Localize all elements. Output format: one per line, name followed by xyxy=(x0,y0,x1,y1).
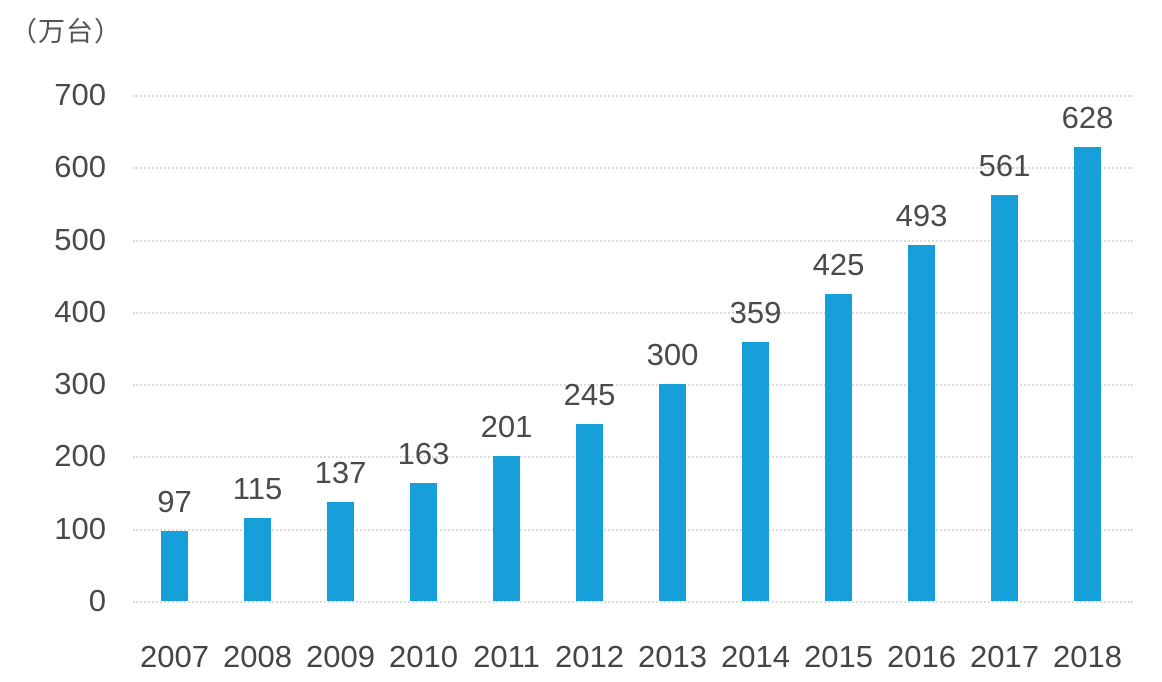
x-tick-label: 2018 xyxy=(1053,639,1122,674)
bar-value-label: 201 xyxy=(480,408,533,444)
y-tick-label: 500 xyxy=(54,221,106,257)
y-tick-label: 700 xyxy=(54,77,106,112)
x-tick-label: 2012 xyxy=(555,639,624,674)
bar-value-label: 97 xyxy=(157,483,192,519)
bar-2018 xyxy=(1074,147,1101,601)
x-tick-label: 2009 xyxy=(306,639,375,674)
bar-column-2013: 300 xyxy=(631,95,714,601)
bar-2015 xyxy=(825,293,852,601)
y-tick-label: 200 xyxy=(54,438,106,474)
bar-column-2010: 163 xyxy=(382,95,465,601)
bar-value-label: 245 xyxy=(563,376,616,412)
bar-2017 xyxy=(991,195,1018,601)
bar-2010 xyxy=(410,483,437,601)
x-tick-label: 2014 xyxy=(721,639,790,674)
x-tick-label: 2013 xyxy=(638,639,707,674)
bar-column-2016: 493 xyxy=(880,95,963,601)
y-tick-label: 300 xyxy=(54,366,106,402)
y-tick-label: 400 xyxy=(54,293,106,329)
bar-2013 xyxy=(659,384,686,601)
gridline xyxy=(133,601,1133,603)
y-tick-label: 100 xyxy=(54,510,106,546)
gridline xyxy=(133,311,1133,314)
bar-column-2007: 97 xyxy=(133,95,216,601)
bar-2007 xyxy=(161,530,188,601)
gridline xyxy=(133,456,1133,459)
x-tick-label: 2008 xyxy=(223,639,292,674)
bar-column-2014: 359 xyxy=(714,95,797,601)
gridline xyxy=(133,95,1133,97)
x-tick-label: 2010 xyxy=(389,639,458,674)
bar-column-2009: 137 xyxy=(299,95,382,601)
bar-2014 xyxy=(742,341,769,601)
bar-columns: 97 115 137 163 201 245 300 359 425 493 561 628 xyxy=(133,95,1129,601)
y-axis-unit-label: （万台） xyxy=(10,17,122,47)
x-axis: 2007 2008 2009 2010 2011 2012 2013 2014 2015 2016… xyxy=(133,640,1129,674)
y-tick-label: 600 xyxy=(54,149,106,185)
x-tick-label: 2015 xyxy=(804,639,873,674)
bar-column-2008: 115 xyxy=(216,95,299,601)
bar-value-label: 425 xyxy=(812,246,865,282)
x-tick-label: 2007 xyxy=(140,639,209,674)
x-tick-label: 2016 xyxy=(887,639,956,674)
plot-area: 97 115 137 163 201 245 300 359 425 493 561 628 xyxy=(133,95,1133,603)
bar-2011 xyxy=(493,455,520,601)
x-tick-label: 2011 xyxy=(473,639,540,674)
gridline xyxy=(133,384,1133,387)
bar-value-label: 300 xyxy=(646,337,699,373)
bar-value-label: 561 xyxy=(978,148,1031,184)
bar-2009 xyxy=(327,501,354,601)
y-tick-label: 0 xyxy=(88,583,106,618)
gridline xyxy=(133,528,1133,531)
bar-value-label: 137 xyxy=(314,454,367,490)
bar-2008 xyxy=(244,517,271,601)
x-tick-label: 2017 xyxy=(970,639,1039,674)
bar-value-label: 359 xyxy=(729,294,782,330)
bar-column-2015: 425 xyxy=(797,95,880,601)
bar-value-label: 493 xyxy=(895,197,948,233)
gridline xyxy=(133,239,1133,242)
bar-value-label: 115 xyxy=(232,470,283,506)
bar-2016 xyxy=(908,244,935,601)
bar-2012 xyxy=(576,423,603,601)
bar-column-2012: 245 xyxy=(548,95,631,601)
gridline xyxy=(133,167,1133,170)
y-axis: 0 100 200 300 400 500 600 700 xyxy=(0,77,106,618)
bar-column-2018: 628 xyxy=(1046,95,1129,601)
bar-column-2017: 561 xyxy=(963,95,1046,601)
bar-column-2011: 201 xyxy=(465,95,548,601)
bar-value-label: 163 xyxy=(397,436,450,472)
bar-value-label: 628 xyxy=(1061,100,1114,136)
